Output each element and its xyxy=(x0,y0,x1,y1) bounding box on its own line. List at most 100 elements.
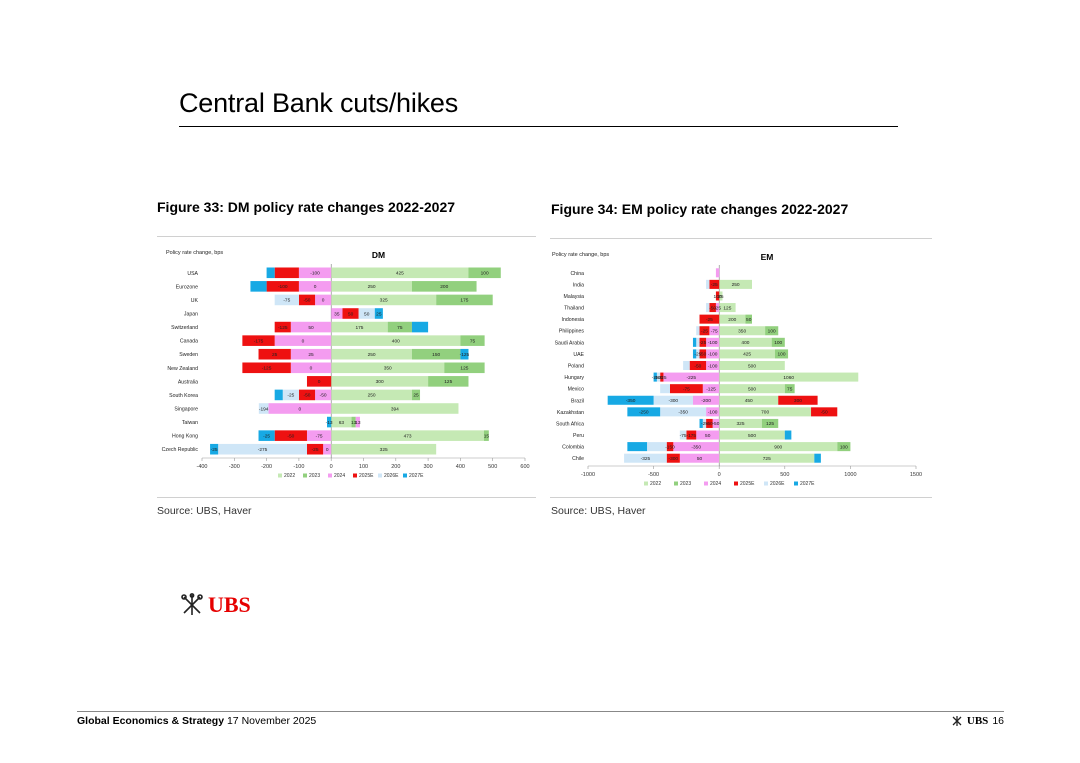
footer-brand-block: UBS 16 xyxy=(951,715,1004,727)
data-label: 63 xyxy=(339,420,345,426)
ubs-logo: UBS xyxy=(180,592,251,618)
data-label: 400 xyxy=(741,340,749,346)
bar-2026E xyxy=(358,308,375,319)
bar-2026E xyxy=(218,443,307,455)
bar-2024 xyxy=(290,348,332,360)
bar-2024 xyxy=(692,395,720,405)
data-label: 75 xyxy=(787,386,793,392)
category-label: Eurozone xyxy=(176,284,198,290)
data-label: -50 xyxy=(304,393,311,399)
bar-2024 xyxy=(315,389,332,401)
data-label: 0 xyxy=(310,366,313,372)
data-label: -300 xyxy=(668,398,678,404)
bar-2027E xyxy=(411,321,429,333)
bar-2024 xyxy=(663,372,720,382)
data-label: -50 xyxy=(699,352,706,358)
data-label: -125 xyxy=(278,325,288,331)
data-label: 75 xyxy=(397,325,403,331)
data-label: -13 xyxy=(326,420,333,426)
bar-2025E xyxy=(298,294,316,306)
category-label: USA xyxy=(187,271,198,277)
data-label: 325 xyxy=(380,447,388,453)
data-label: -100 xyxy=(708,352,718,358)
bar-2026E xyxy=(653,395,693,405)
data-label: -200 xyxy=(701,398,711,404)
category-label: Thailand xyxy=(564,306,584,312)
bar-2022 xyxy=(719,337,772,347)
data-label: -100 xyxy=(708,363,718,369)
data-label: 13 xyxy=(351,420,357,426)
page-number: 16 xyxy=(992,715,1004,727)
data-label: -275 xyxy=(258,447,268,453)
bar-2025E xyxy=(242,362,291,374)
bar-2024 xyxy=(298,281,332,292)
bar-2024 xyxy=(673,442,720,452)
data-label: -250 xyxy=(639,410,649,416)
data-label: 25 xyxy=(308,352,314,358)
data-label: -100 xyxy=(310,271,320,277)
data-label: -25 xyxy=(706,317,713,323)
bar-2027E xyxy=(653,372,657,382)
bar-2023 xyxy=(444,362,485,374)
title-divider xyxy=(179,126,898,127)
bar-2027E xyxy=(327,416,332,428)
bar-2022 xyxy=(719,279,752,289)
bar-2022 xyxy=(719,314,746,324)
x-tick-label: 500 xyxy=(488,464,497,470)
bar-2022 xyxy=(719,360,785,371)
bar-2023 xyxy=(837,442,851,452)
x-tick-label: 0 xyxy=(330,464,333,470)
bar-2022 xyxy=(719,384,785,394)
bar-2025E xyxy=(811,407,838,417)
bar-2022 xyxy=(331,362,445,374)
data-label: 325 xyxy=(737,421,745,427)
bar-2022 xyxy=(331,267,469,279)
category-label: Canada xyxy=(180,339,198,345)
data-label: 900 xyxy=(774,444,782,450)
bar-2022 xyxy=(331,294,437,306)
footer-divider xyxy=(77,711,1004,712)
data-label: -100 xyxy=(708,340,718,346)
bar-2024 xyxy=(331,308,343,319)
bar-2022 xyxy=(719,291,723,301)
bar-2025E xyxy=(258,348,291,360)
data-label: -50 xyxy=(287,433,294,439)
data-label: -125 xyxy=(262,366,272,372)
category-label: Japan xyxy=(184,312,198,318)
bar-2023 xyxy=(387,321,412,333)
bar-2026E xyxy=(656,372,661,382)
data-label: -25 xyxy=(287,393,294,399)
legend-swatch-2022 xyxy=(644,481,648,486)
legend-label: 2023 xyxy=(680,481,691,487)
bar-2023 xyxy=(784,384,795,394)
data-label: 0 xyxy=(322,298,325,304)
bar-2026E xyxy=(274,294,299,306)
x-tick-label: 400 xyxy=(456,464,465,470)
category-label: India xyxy=(573,282,584,288)
legend-swatch-2027E xyxy=(403,473,407,478)
category-label: UK xyxy=(191,298,199,304)
bar-2026E xyxy=(683,360,690,371)
bar-2026E xyxy=(660,384,670,394)
data-label: -50 xyxy=(712,421,719,427)
data-label: 25 xyxy=(376,311,382,317)
bar-2024 xyxy=(712,418,720,428)
bar-2023 xyxy=(460,335,485,346)
bar-2027E xyxy=(814,453,821,463)
bar-2022 xyxy=(719,442,838,452)
bar-2022 xyxy=(331,335,461,346)
figure-33-bottom-rule xyxy=(157,497,536,498)
category-label: South Korea xyxy=(169,393,198,399)
category-label: Singapore xyxy=(174,407,198,413)
data-label: 250 xyxy=(732,282,740,288)
x-tick-label: 100 xyxy=(359,464,368,470)
bar-2025E xyxy=(699,326,710,336)
bar-2023 xyxy=(411,281,477,292)
data-label: 350 xyxy=(738,329,746,335)
data-label: 175 xyxy=(355,325,363,331)
bar-2025E xyxy=(699,337,707,347)
bar-2024 xyxy=(355,416,360,428)
data-label: 300 xyxy=(794,398,802,404)
data-label: -300 xyxy=(668,456,678,462)
bar-2026E xyxy=(647,442,667,452)
